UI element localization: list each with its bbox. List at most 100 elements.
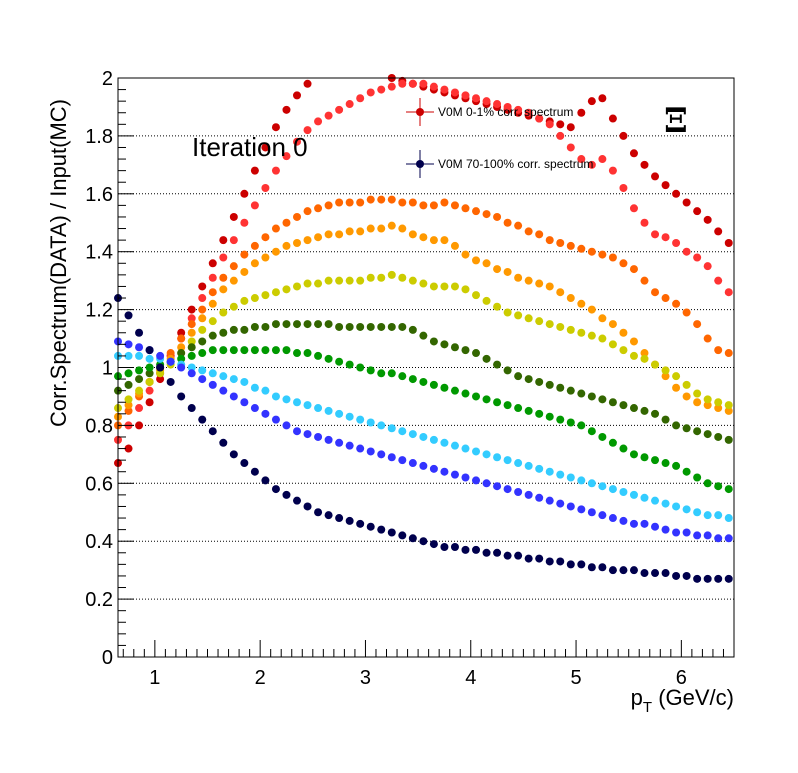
data-point-s6-17 — [293, 349, 302, 358]
data-point-s8-39 — [524, 490, 533, 499]
data-point-s9-51 — [651, 569, 660, 578]
data-point-s0-46 — [598, 94, 607, 103]
data-point-s8-17 — [293, 427, 302, 436]
data-point-s6-19 — [314, 351, 323, 360]
data-point-s1-16 — [282, 152, 291, 161]
data-point-s8-57 — [714, 534, 723, 543]
data-point-s8-43 — [566, 502, 575, 511]
data-point-s2-31 — [440, 198, 449, 207]
data-point-s2-29 — [419, 201, 428, 210]
data-point-s0-48 — [619, 131, 628, 140]
y-tick-label-6: 1.2 — [85, 300, 113, 322]
data-point-s1-11 — [229, 236, 238, 245]
data-point-s3-54 — [682, 392, 691, 401]
data-point-s7-26 — [387, 424, 396, 433]
data-point-s3-8 — [198, 314, 207, 323]
data-point-s1-40 — [535, 114, 544, 123]
legend-marker-0 — [416, 108, 424, 116]
data-point-s9-53 — [672, 571, 681, 580]
data-point-s2-7 — [187, 320, 196, 329]
data-point-s2-46 — [598, 250, 607, 259]
data-point-s4-47 — [608, 340, 617, 349]
data-point-s1-55 — [693, 253, 702, 262]
data-point-s4-46 — [598, 334, 607, 343]
data-point-s6-42 — [556, 415, 565, 424]
data-point-s5-8 — [198, 337, 207, 346]
data-point-s4-45 — [587, 331, 596, 340]
data-point-s9-22 — [345, 516, 354, 525]
data-point-s5-43 — [566, 386, 575, 395]
data-point-s6-48 — [619, 444, 628, 453]
data-point-s9-43 — [566, 560, 575, 569]
data-point-s7-43 — [566, 473, 575, 482]
data-point-s8-11 — [229, 392, 238, 401]
data-point-s6-2 — [135, 366, 144, 375]
data-point-s3-14 — [261, 253, 270, 262]
data-point-s3-24 — [366, 224, 375, 233]
data-point-s1-43 — [566, 143, 575, 152]
data-point-s7-28 — [408, 430, 417, 439]
data-point-s1-15 — [271, 166, 280, 175]
data-point-s4-58 — [724, 401, 733, 410]
data-point-s7-17 — [293, 398, 302, 407]
data-point-s1-10 — [219, 253, 228, 262]
x-tick-label-0: 1 — [149, 667, 160, 689]
data-point-s8-47 — [608, 514, 617, 523]
data-point-s6-40 — [535, 409, 544, 418]
data-point-s4-33 — [461, 285, 470, 294]
data-point-s4-9 — [208, 317, 217, 326]
data-point-s3-42 — [556, 288, 565, 297]
data-point-s5-13 — [250, 322, 259, 331]
data-point-s6-45 — [587, 427, 596, 436]
data-point-s8-18 — [303, 430, 312, 439]
data-point-s3-21 — [335, 230, 344, 239]
data-point-s4-1 — [124, 395, 133, 404]
data-point-s7-10 — [219, 372, 228, 381]
data-point-s3-27 — [398, 224, 407, 233]
y-tick-label-5: 1 — [102, 358, 113, 380]
data-point-s8-48 — [619, 516, 628, 525]
data-point-s3-10 — [219, 285, 228, 294]
data-point-s8-9 — [208, 380, 217, 389]
data-point-s7-24 — [366, 418, 375, 427]
data-point-s1-50 — [640, 218, 649, 227]
data-point-s4-42 — [556, 322, 565, 331]
legend-entry-1: V0M 70-100% corr. spectrum — [406, 150, 593, 178]
data-point-s6-53 — [672, 461, 681, 470]
data-point-s6-47 — [608, 438, 617, 447]
data-point-s2-17 — [293, 212, 302, 221]
data-point-s2-30 — [429, 201, 438, 210]
data-point-s2-34 — [472, 207, 481, 216]
data-point-s0-57 — [714, 227, 723, 236]
data-point-s9-35 — [482, 548, 491, 557]
data-point-s2-28 — [408, 198, 417, 207]
data-point-s2-45 — [587, 247, 596, 256]
data-point-s2-1 — [124, 406, 133, 415]
data-point-s3-16 — [282, 241, 291, 250]
data-point-s6-39 — [524, 406, 533, 415]
data-point-s7-13 — [250, 383, 259, 392]
data-point-s4-53 — [672, 372, 681, 381]
data-point-s4-49 — [629, 351, 638, 360]
data-point-s2-18 — [303, 207, 312, 216]
data-point-s6-25 — [377, 369, 386, 378]
data-point-s8-20 — [324, 435, 333, 444]
data-point-s8-10 — [219, 386, 228, 395]
data-point-s6-56 — [703, 479, 712, 488]
data-point-s3-36 — [493, 265, 502, 274]
data-point-s7-42 — [556, 470, 565, 479]
data-point-s8-37 — [503, 485, 512, 494]
data-point-s2-54 — [682, 308, 691, 317]
data-point-s7-58 — [724, 514, 733, 523]
data-point-s8-26 — [387, 453, 396, 462]
data-point-s1-51 — [651, 230, 660, 239]
data-point-s1-31 — [440, 85, 449, 94]
data-point-s4-41 — [545, 320, 554, 329]
data-point-s9-29 — [419, 537, 428, 546]
data-point-s3-18 — [303, 236, 312, 245]
data-point-s6-15 — [271, 346, 280, 355]
data-point-s7-51 — [651, 496, 660, 505]
data-point-s4-14 — [261, 291, 270, 300]
y-tick-label-1: 0.2 — [85, 589, 113, 611]
data-point-s2-41 — [545, 236, 554, 245]
